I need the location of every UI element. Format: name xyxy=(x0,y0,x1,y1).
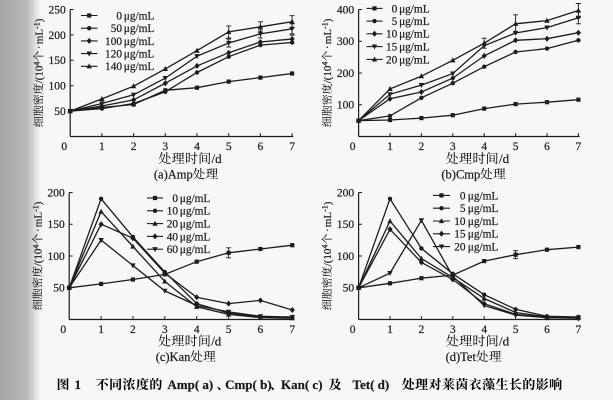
svg-text:2: 2 xyxy=(131,141,137,153)
svg-text:6: 6 xyxy=(544,324,550,336)
svg-text:5: 5 xyxy=(513,324,519,336)
svg-text:0: 0 xyxy=(460,190,466,202)
svg-text:4: 4 xyxy=(194,141,200,153)
svg-text:120: 120 xyxy=(105,49,122,61)
svg-text:0: 0 xyxy=(392,3,398,15)
svg-text:μg/mL: μg/mL xyxy=(124,10,155,22)
svg-text:Amp( a): Amp( a) xyxy=(167,377,213,392)
svg-text:4: 4 xyxy=(481,141,487,153)
svg-text:μg/mL: μg/mL xyxy=(399,42,430,54)
svg-text:3: 3 xyxy=(162,141,168,153)
svg-text:50: 50 xyxy=(53,283,65,295)
svg-text:4: 4 xyxy=(194,324,200,336)
svg-text:5: 5 xyxy=(392,16,398,28)
svg-text:2: 2 xyxy=(419,141,425,153)
svg-text:μg/mL: μg/mL xyxy=(399,29,430,41)
svg-text:(d)Tet: (d)Tet xyxy=(446,350,477,364)
svg-text:0: 0 xyxy=(116,10,122,22)
svg-text:6: 6 xyxy=(258,141,264,153)
svg-text:250: 250 xyxy=(48,4,66,16)
svg-text:3: 3 xyxy=(450,141,456,153)
svg-text:150: 150 xyxy=(337,219,355,231)
svg-text:200: 200 xyxy=(337,187,355,199)
svg-text:1: 1 xyxy=(98,324,104,336)
svg-text:400: 400 xyxy=(337,4,355,16)
svg-text:μg/mL: μg/mL xyxy=(180,193,211,205)
svg-text:300: 300 xyxy=(337,36,355,48)
svg-text:μg/mL: μg/mL xyxy=(468,229,499,241)
svg-text:7: 7 xyxy=(576,324,582,336)
svg-text:μg/mL: μg/mL xyxy=(180,244,211,256)
svg-text:100: 100 xyxy=(337,100,355,112)
svg-text:15: 15 xyxy=(454,229,466,241)
svg-text:Cmp( b): Cmp( b) xyxy=(225,377,272,392)
svg-text:20: 20 xyxy=(167,219,179,231)
svg-text:Tet( d): Tet( d) xyxy=(353,377,390,392)
svg-text:0: 0 xyxy=(350,141,356,153)
svg-text:(a)Amp: (a)Amp xyxy=(154,167,193,181)
svg-text:6: 6 xyxy=(544,141,550,153)
svg-text:μg/mL: μg/mL xyxy=(468,190,499,202)
svg-text:μg/mL: μg/mL xyxy=(180,231,211,243)
svg-text:Kan( c): Kan( c) xyxy=(281,377,323,392)
svg-text:0: 0 xyxy=(350,324,356,336)
svg-text:100: 100 xyxy=(47,251,65,263)
svg-text:μg/mL: μg/mL xyxy=(468,242,499,254)
svg-text:1: 1 xyxy=(99,141,105,153)
svg-text:7: 7 xyxy=(289,324,295,336)
svg-text:μg/mL: μg/mL xyxy=(124,49,155,61)
svg-text:μg/mL: μg/mL xyxy=(399,3,430,15)
svg-text:140: 140 xyxy=(105,61,122,73)
svg-text:40: 40 xyxy=(167,231,179,243)
svg-text:5: 5 xyxy=(513,141,519,153)
svg-text:(c)Kan: (c)Kan xyxy=(156,350,191,364)
svg-text:1: 1 xyxy=(75,377,82,392)
svg-text:5: 5 xyxy=(226,141,232,153)
svg-text:200: 200 xyxy=(337,68,355,80)
svg-text:0: 0 xyxy=(172,193,178,205)
svg-text:10: 10 xyxy=(386,29,398,41)
svg-text:μg/mL: μg/mL xyxy=(180,206,211,218)
svg-text:(b)Cmp: (b)Cmp xyxy=(441,167,480,181)
svg-text:μg/mL: μg/mL xyxy=(124,23,155,35)
svg-text:μg/mL: μg/mL xyxy=(124,36,155,48)
svg-text:50: 50 xyxy=(54,106,66,118)
svg-text:μg/mL: μg/mL xyxy=(124,61,155,73)
svg-text:10: 10 xyxy=(454,216,466,228)
svg-text:2: 2 xyxy=(419,324,425,336)
svg-text:0: 0 xyxy=(60,324,66,336)
svg-text:100: 100 xyxy=(337,251,355,263)
svg-text:μg/mL: μg/mL xyxy=(468,203,499,215)
svg-text:3: 3 xyxy=(162,324,168,336)
svg-text:100: 100 xyxy=(48,81,66,93)
svg-text:7: 7 xyxy=(576,141,582,153)
svg-text:200: 200 xyxy=(47,187,65,199)
svg-text:60: 60 xyxy=(167,244,179,256)
svg-text:5: 5 xyxy=(460,203,466,215)
svg-text:50: 50 xyxy=(343,283,355,295)
svg-text:100: 100 xyxy=(105,36,122,48)
svg-text:150: 150 xyxy=(47,219,65,231)
svg-text:2: 2 xyxy=(130,324,136,336)
svg-text:15: 15 xyxy=(386,42,398,54)
svg-text:μg/mL: μg/mL xyxy=(399,16,430,28)
svg-text:150: 150 xyxy=(48,55,66,67)
svg-text:μg/mL: μg/mL xyxy=(399,54,430,66)
svg-text:4: 4 xyxy=(481,324,487,336)
svg-text:7: 7 xyxy=(289,141,295,153)
svg-text:0: 0 xyxy=(61,141,67,153)
svg-text:50: 50 xyxy=(111,23,123,35)
svg-text:μg/mL: μg/mL xyxy=(468,216,499,228)
svg-text:1: 1 xyxy=(387,324,393,336)
svg-text:1: 1 xyxy=(387,141,393,153)
svg-text:3: 3 xyxy=(450,324,456,336)
svg-text:20: 20 xyxy=(386,54,398,66)
svg-text:200: 200 xyxy=(48,30,66,42)
svg-text:20: 20 xyxy=(454,242,466,254)
svg-text:μg/mL: μg/mL xyxy=(180,219,211,231)
svg-text:10: 10 xyxy=(167,206,179,218)
svg-text:5: 5 xyxy=(226,324,232,336)
svg-text:6: 6 xyxy=(258,324,264,336)
